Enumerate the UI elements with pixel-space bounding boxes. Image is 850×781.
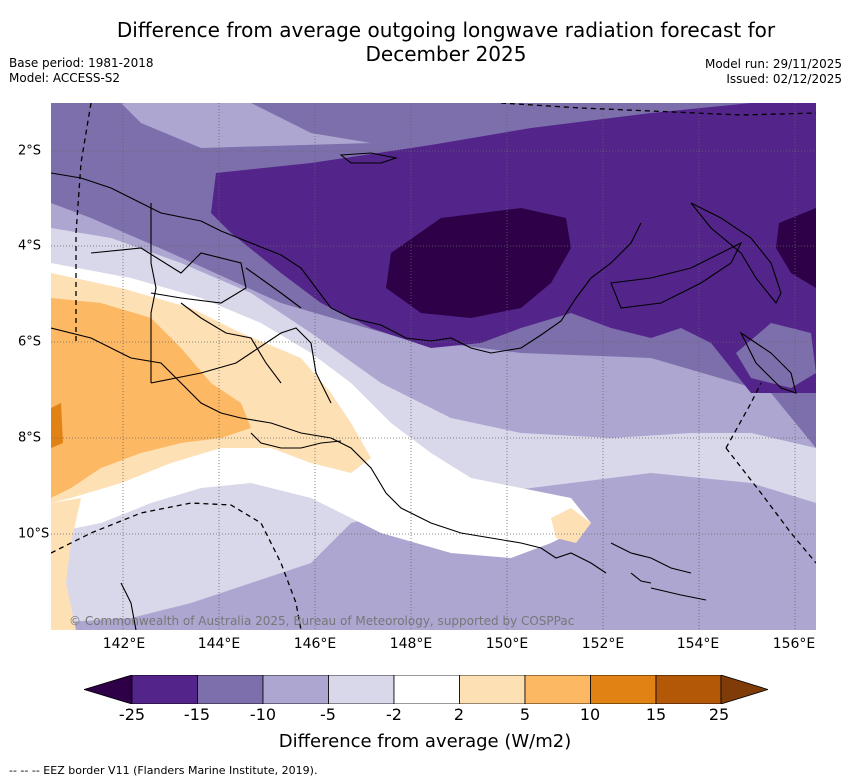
meta-right: Model run: 29/11/2025 Issued: 02/12/2025 — [705, 57, 842, 87]
x-tick-146E: 146°E — [293, 636, 337, 652]
core-below-minus-25 — [386, 208, 571, 318]
y-tick-6S: 6°S — [18, 334, 42, 350]
colorbar-label-10: 25 — [708, 705, 730, 724]
y-tick-8S: 8°S — [18, 430, 42, 446]
colorbar-segment-3 — [262, 675, 329, 704]
map-title: Difference from average outgoing longwav… — [0, 18, 850, 66]
core-east — [776, 208, 816, 288]
colorbar-label-4: -5 — [320, 705, 336, 724]
colorbar-segment-4 — [328, 675, 395, 704]
colorbar-segment-1 — [131, 675, 198, 704]
model-run: Model run: 29/11/2025 — [704, 57, 842, 71]
colorbar-extend-high — [720, 675, 768, 704]
colorbar-label-1: -25 — [118, 705, 146, 724]
x-tick-150E: 150°E — [485, 636, 529, 652]
map-canvas — [51, 103, 816, 630]
colorbar-title: Difference from average (W/m2) — [278, 731, 572, 752]
colorbar — [84, 675, 768, 704]
colorbar-segment-5 — [393, 675, 460, 704]
colorbar-segment-9 — [655, 675, 722, 704]
x-tick-148E: 148°E — [389, 636, 433, 652]
band-plus-2-5-south — [51, 498, 81, 630]
y-tick-4S: 4°S — [18, 238, 42, 254]
colorbar-label-8: 10 — [579, 705, 601, 724]
coastlines — [51, 152, 797, 630]
band-top-light — [121, 103, 371, 148]
x-tick-152E: 152°E — [581, 636, 625, 652]
colorbar-segment-7 — [524, 675, 591, 704]
colorbar-label-3: -10 — [249, 705, 277, 724]
colorbar-label-2: -15 — [183, 705, 211, 724]
colorbar-segment-6 — [459, 675, 526, 704]
band-plus-10-15 — [51, 403, 63, 448]
y-tick-2S: 2°S — [18, 143, 42, 159]
colorbar-segment-8 — [590, 675, 657, 704]
eez-borders — [51, 103, 816, 630]
title-line-1: Difference from average outgoing longwav… — [116, 18, 776, 42]
x-tick-144E: 144°E — [197, 636, 241, 652]
x-tick-154E: 154°E — [676, 636, 720, 652]
colorbar-label-5: -2 — [386, 705, 402, 724]
x-tick-142E: 142°E — [102, 636, 146, 652]
copyright-notice: © Commonwealth of Australia 2025, Bureau… — [69, 614, 575, 628]
band-plus-5-10 — [51, 298, 251, 498]
colorbar-label-7: 5 — [519, 705, 531, 724]
graticule — [51, 103, 816, 630]
colorbar-segment-2 — [197, 675, 264, 704]
model-name: Model: ACCESS-S2 — [9, 71, 121, 85]
meta-left: Base period: 1981-2018 Model: ACCESS-S2 — [9, 56, 154, 86]
colorbar-label-9: 15 — [645, 705, 667, 724]
title-line-2: December 2025 — [365, 42, 527, 66]
y-tick-10S: 10°S — [18, 526, 50, 542]
colorbar-label-6: 2 — [453, 705, 465, 724]
x-tick-156E: 156°E — [772, 636, 816, 652]
patch-east — [736, 323, 816, 388]
issued-date: Issued: 02/12/2025 — [726, 72, 842, 86]
colorbar-extend-low — [84, 675, 133, 704]
eez-legend: -- -- -- EEZ border V11 (Flanders Marine… — [9, 764, 318, 777]
anomaly-map — [51, 103, 816, 630]
base-period: Base period: 1981-2018 — [9, 56, 154, 70]
